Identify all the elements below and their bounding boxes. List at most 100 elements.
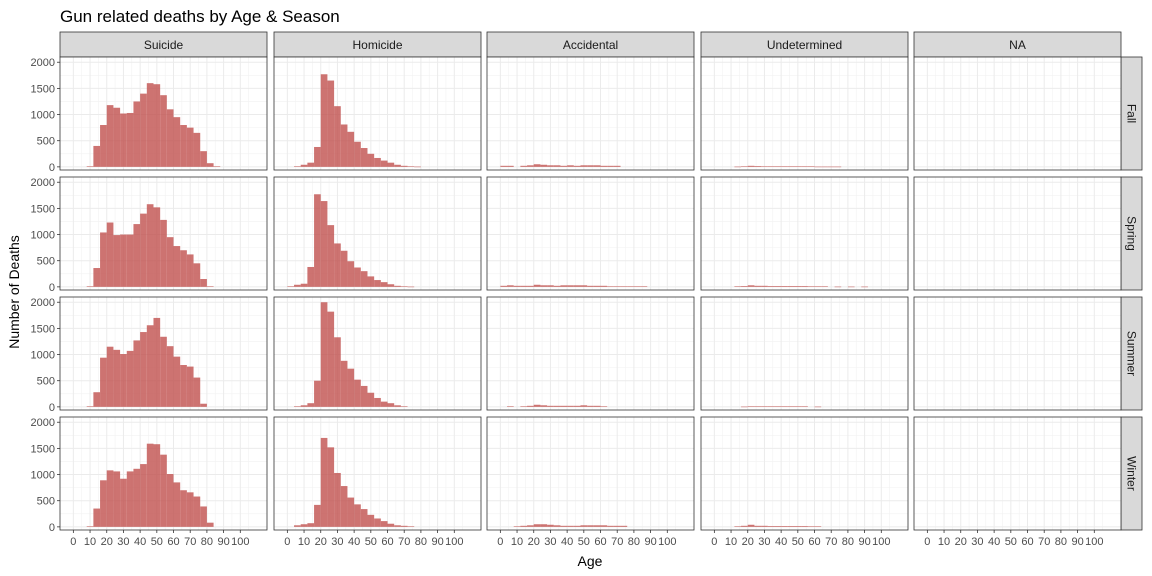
histogram-bar: [640, 286, 648, 287]
histogram-bar: [186, 127, 194, 167]
panel-fall-accidental: [486, 56, 695, 171]
histogram-bar: [573, 525, 581, 527]
panel-background: [701, 57, 908, 170]
histogram-bar: [140, 332, 147, 407]
histogram-bar: [633, 286, 641, 287]
histogram-bar: [593, 525, 601, 527]
histogram-bar: [380, 521, 388, 527]
histogram-bar: [847, 286, 855, 288]
x-tick-label: 60: [1021, 536, 1033, 548]
histogram-bar: [801, 526, 808, 527]
x-tick-label: 100: [872, 536, 890, 548]
histogram-bar: [166, 474, 174, 527]
histogram-bar: [106, 346, 114, 407]
histogram-bar: [307, 266, 315, 287]
histogram-bar: [533, 284, 541, 287]
histogram-bar: [387, 162, 395, 167]
histogram-bar: [587, 405, 594, 407]
x-tick-label: 100: [445, 536, 463, 548]
histogram-bar: [153, 444, 161, 527]
panel-summer-suicide: 0 500 1000 1500 2000: [31, 296, 268, 414]
histogram-bar: [334, 106, 341, 167]
histogram-bar: [180, 250, 187, 287]
histogram-bar: [567, 405, 574, 407]
histogram-bar: [533, 164, 541, 167]
x-tick-label: 90: [217, 536, 229, 548]
histogram-bar: [394, 525, 401, 527]
y-tick-label: 2000: [31, 57, 55, 69]
histogram-bar: [600, 406, 608, 407]
x-tick-label: 20: [742, 536, 754, 548]
histogram-bar: [120, 113, 127, 167]
histogram-bar: [360, 271, 368, 287]
histogram-bar: [801, 286, 808, 287]
panel-fall-suicide: 0 500 1000 1500 2000: [31, 56, 268, 174]
panel-border: [700, 296, 909, 411]
x-tick-label: 50: [151, 536, 163, 548]
y-tick-label: 500: [37, 376, 55, 388]
panel-summer-accidental: [486, 296, 695, 411]
x-tick-label: 20: [101, 536, 113, 548]
histogram-bar: [747, 406, 755, 407]
histogram-bar: [140, 213, 147, 287]
histogram-bar: [787, 166, 795, 167]
histogram-bar: [153, 207, 161, 287]
panel-border: [486, 416, 695, 531]
histogram-bar: [747, 524, 755, 527]
y-tick-label: 1000: [31, 350, 55, 362]
y-axis-title: Number of Deaths: [6, 235, 22, 349]
histogram-bar: [600, 165, 608, 167]
histogram-bar: [106, 470, 114, 527]
histogram-bar: [553, 165, 561, 167]
histogram-bar: [133, 101, 141, 167]
histogram-bar: [133, 468, 141, 527]
histogram-bar: [774, 526, 782, 527]
panel-border: [273, 296, 482, 411]
histogram-bar: [573, 405, 581, 407]
histogram-bar: [166, 346, 174, 407]
y-tick-label: 2000: [31, 417, 55, 429]
y-tick-label: 1000: [31, 230, 55, 242]
panel-winter-suicide: 0 500 1000 1500 2000: [31, 416, 268, 534]
x-tick-label: 50: [1005, 536, 1017, 548]
histogram-bar: [734, 286, 742, 287]
x-tick-label: 0: [497, 536, 503, 548]
panel-summer-na: [913, 296, 1122, 411]
histogram-bar: [794, 406, 802, 407]
panel-border: [59, 56, 268, 171]
histogram-bar: [807, 286, 815, 287]
histogram-bar: [200, 403, 207, 407]
histogram-bar: [153, 84, 161, 167]
histogram-bar: [807, 166, 815, 167]
histogram-bar: [533, 404, 541, 407]
histogram-bar: [166, 109, 174, 167]
x-tick-label: 90: [644, 536, 656, 548]
histogram-bar: [93, 145, 101, 167]
histogram-bar: [146, 204, 154, 287]
histogram-bar: [507, 285, 514, 287]
histogram-bar: [200, 506, 207, 527]
histogram-bar: [593, 165, 601, 167]
strip-label-winter: Winter: [1125, 456, 1139, 491]
panel-spring-undetermined: [700, 176, 909, 291]
panel-border: [273, 176, 482, 291]
histogram-bar: [761, 285, 768, 287]
histogram-bar: [380, 401, 388, 407]
histogram-bar: [814, 166, 822, 168]
x-tick-label: 80: [842, 536, 854, 548]
histogram-bar: [374, 157, 381, 167]
histogram-bar: [593, 405, 601, 407]
histogram-bar: [153, 317, 161, 407]
histogram-bar: [547, 405, 554, 407]
histogram-bar: [827, 166, 835, 168]
histogram-bar: [113, 349, 121, 407]
histogram-bar: [741, 286, 748, 287]
strip-label-spring: Spring: [1125, 216, 1139, 251]
histogram-bar: [140, 93, 147, 167]
histogram-bar: [173, 356, 181, 407]
histogram-bar: [547, 165, 554, 167]
x-tick-label: 50: [792, 536, 804, 548]
x-tick-label: 40: [134, 536, 146, 548]
histogram-bar: [741, 166, 748, 167]
histogram-bar: [146, 325, 154, 407]
